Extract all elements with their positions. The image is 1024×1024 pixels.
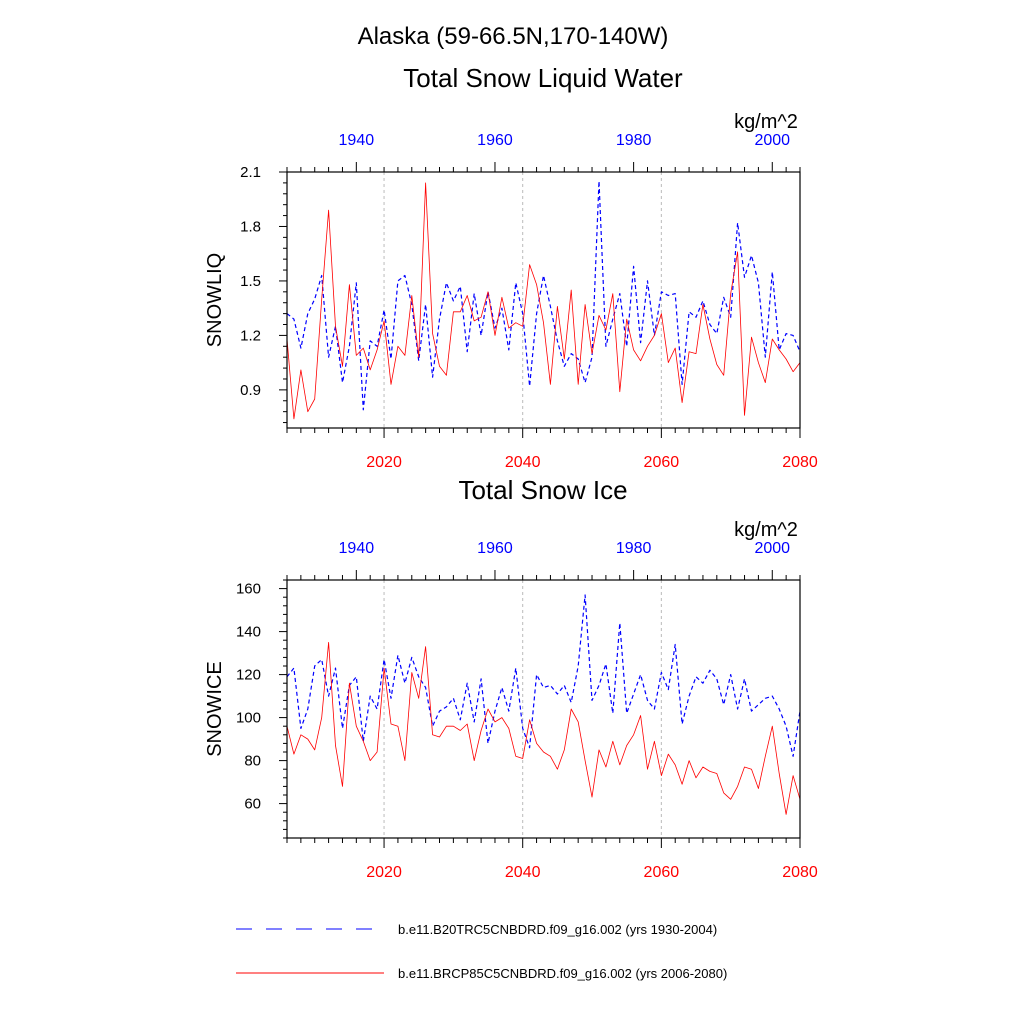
snowliq-ytick-label: 1.2: [240, 327, 261, 344]
snowice-series-future-line: [286, 642, 801, 815]
snowliq-ytick-label: 2.1: [240, 164, 261, 181]
snowice-xtick-top-label: 1940: [339, 540, 375, 557]
snowice-ytick-label: 80: [244, 753, 261, 770]
snowice-xtick-top-label: 2000: [754, 540, 790, 557]
snowice-y-axis-label: SNOWICE: [204, 661, 226, 757]
legend-future-label: b.e11.BRCP85C5CNBDRD.f09_g16.002 (yrs 20…: [398, 966, 727, 981]
snowliq-series-historical-line: [286, 180, 801, 411]
snowliq-series-future-line: [286, 182, 801, 420]
figure-title-region: Alaska (59-66.5N,170-140W): [358, 23, 669, 50]
snowice-xtick-bottom-label: 2020: [366, 864, 402, 881]
snowice-ytick-label: 60: [244, 796, 261, 813]
snowice-series-historical-line: [286, 594, 801, 757]
snowice-units-label: kg/m^2: [734, 519, 798, 541]
snowice-plot-frame: [286, 579, 801, 839]
snowice-xtick-bottom-label: 2040: [505, 864, 541, 881]
snowliq-y-axis-label: SNOWLIQ: [204, 253, 226, 347]
snowliq-ytick-label: 0.9: [240, 382, 261, 399]
snowliq-ytick-label: 1.5: [240, 273, 261, 290]
legend: b.e11.B20TRC5CNBDRD.f09_g16.002 (yrs 193…: [236, 922, 727, 981]
snowice-ytick-label: 120: [236, 667, 261, 684]
snowliq-xtick-top-label: 1980: [616, 132, 652, 149]
snowliq-units-label: kg/m^2: [734, 111, 798, 133]
snowliq-plot-frame: [286, 171, 801, 429]
snowliq-xtick-top-label: 1940: [339, 132, 375, 149]
legend-historical-label: b.e11.B20TRC5CNBDRD.f09_g16.002 (yrs 193…: [398, 922, 717, 937]
snowliq-ytick-label: 1.8: [240, 218, 261, 235]
snowice-ytick-label: 140: [236, 624, 261, 641]
snowliq-xtick-bottom-label: 2040: [505, 454, 541, 471]
chart-snowliq: 0.9 1.2 1.5 1.8 2.1 SNOWLIQ 2020 2040 2060 2080 19…: [204, 111, 818, 471]
snowliq-xtick-bottom-label: 2080: [782, 454, 818, 471]
snowice-xtick-bottom-label: 2080: [782, 864, 818, 881]
snowice-ytick-label: 160: [236, 581, 261, 598]
snowice-xtick-top-label: 1980: [616, 540, 652, 557]
chart-title-snowice: Total Snow Ice: [458, 475, 627, 505]
chart-snowice: 60 80 100 120 140 160 SNOWICE 2020 2040 2060 2080 1…: [204, 519, 818, 881]
snowliq-xtick-top-label: 2000: [754, 132, 790, 149]
snowice-xtick-bottom-label: 2060: [644, 864, 680, 881]
snowice-ytick-label: 100: [236, 710, 261, 727]
snowliq-xtick-bottom-label: 2060: [644, 454, 680, 471]
chart-title-snowliq: Total Snow Liquid Water: [403, 63, 683, 93]
snowliq-xtick-bottom-label: 2020: [366, 454, 402, 471]
snowice-xtick-top-label: 1960: [477, 540, 513, 557]
snowliq-xtick-top-label: 1960: [477, 132, 513, 149]
